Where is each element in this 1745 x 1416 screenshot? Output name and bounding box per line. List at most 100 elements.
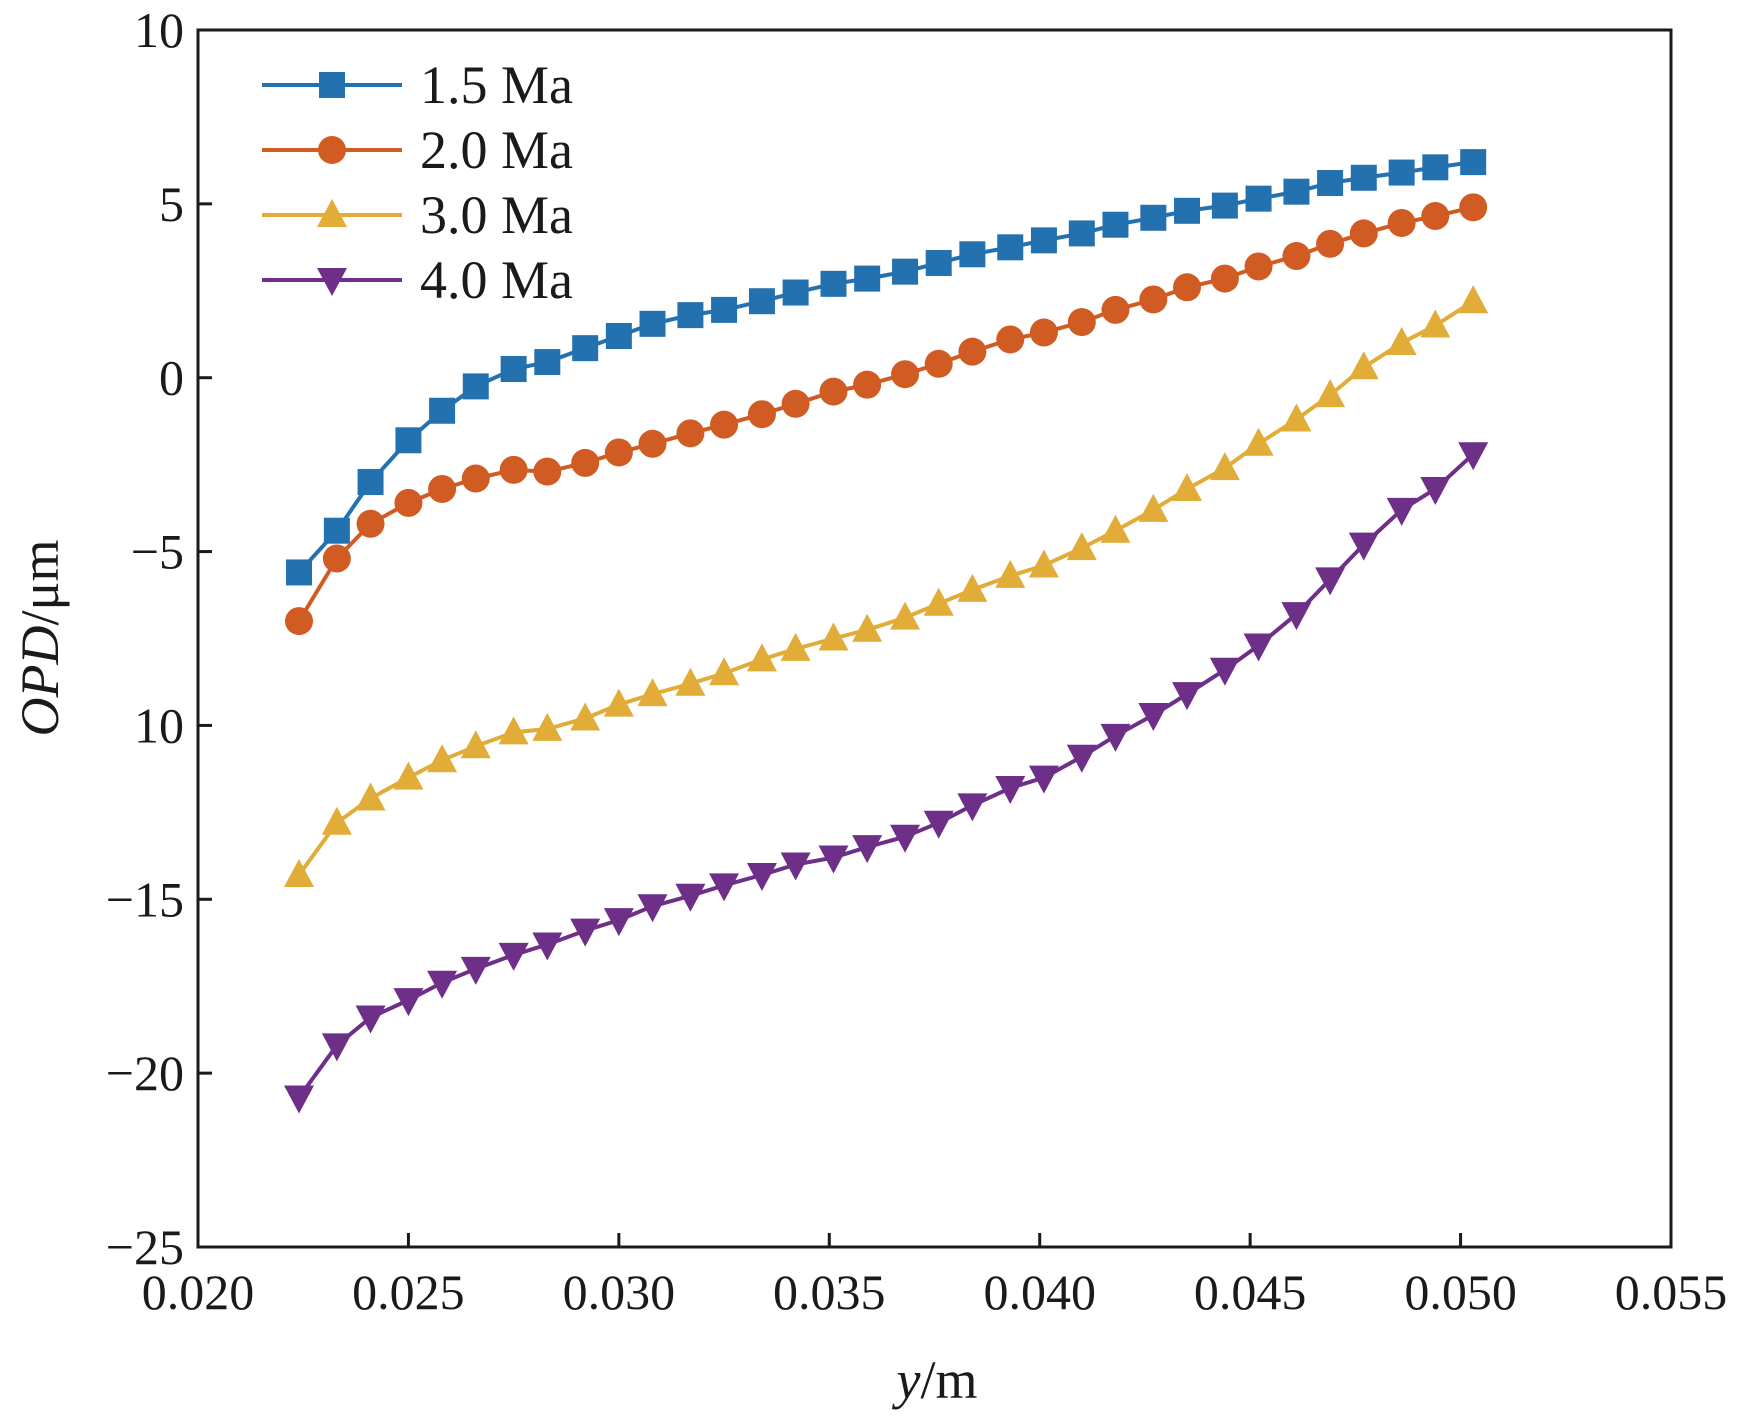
x-axis-label: y/m — [892, 1350, 978, 1410]
data-point — [820, 270, 847, 297]
data-point — [1459, 193, 1488, 222]
data-point — [639, 310, 666, 337]
legend-label: 4.0 Ma — [420, 250, 573, 310]
data-point — [748, 288, 775, 315]
legend-marker — [317, 268, 347, 296]
data-point — [891, 360, 920, 389]
data-point — [1209, 657, 1240, 686]
y-tick-label: 10 — [134, 2, 184, 58]
data-point — [852, 613, 883, 642]
data-point — [709, 873, 740, 902]
data-point — [1066, 532, 1097, 561]
data-point — [959, 241, 986, 268]
y-tick-label: −20 — [106, 1045, 184, 1101]
data-point — [1101, 295, 1130, 324]
data-point — [1348, 351, 1379, 380]
data-point — [995, 559, 1026, 588]
data-point — [1211, 192, 1238, 219]
data-point — [355, 782, 386, 811]
data-point — [605, 322, 632, 349]
data-point — [709, 657, 740, 686]
x-tick-label: 0.025 — [352, 1264, 465, 1320]
data-point — [1245, 185, 1272, 212]
data-point — [923, 810, 954, 839]
data-point — [1210, 264, 1239, 293]
data-point — [570, 702, 601, 731]
x-tick-label: 0.045 — [1194, 1264, 1307, 1320]
data-point — [1458, 285, 1489, 314]
data-point — [356, 509, 385, 538]
data-point — [819, 377, 848, 406]
data-point — [1172, 682, 1203, 711]
series-line — [297, 160, 1474, 574]
data-point — [532, 932, 563, 961]
data-point — [711, 296, 738, 323]
data-point — [637, 678, 668, 707]
data-point — [286, 559, 313, 586]
data-point — [1458, 442, 1489, 471]
data-point — [676, 419, 705, 448]
series-line — [297, 299, 1475, 877]
data-point — [996, 325, 1025, 354]
data-point — [638, 429, 667, 458]
data-point — [1102, 211, 1129, 238]
legend-marker — [317, 199, 347, 227]
data-point — [1068, 220, 1095, 247]
data-point — [1172, 472, 1203, 501]
data-point — [1028, 549, 1059, 578]
data-point — [675, 883, 706, 912]
data-point — [1067, 308, 1096, 337]
data-point — [355, 1005, 386, 1034]
legend-item: 2.0 Ma — [262, 120, 573, 180]
plot-frame — [196, 28, 1673, 1249]
x-tick-label: 0.035 — [773, 1264, 886, 1320]
series-layer — [284, 149, 1489, 1114]
data-point — [429, 397, 456, 424]
data-point — [572, 335, 599, 362]
y-tick-label: 5 — [159, 176, 184, 232]
series-3 — [284, 285, 1489, 887]
data-point — [1174, 197, 1201, 224]
data-point — [461, 464, 490, 493]
data-point — [393, 761, 424, 790]
series-line — [297, 205, 1474, 623]
data-point — [1350, 164, 1377, 191]
data-point — [322, 544, 351, 573]
x-tick-label: 0.030 — [563, 1264, 676, 1320]
x-tick-label: 0.020 — [142, 1264, 255, 1320]
data-point — [780, 632, 811, 661]
data-point — [1315, 567, 1346, 596]
data-point — [603, 688, 634, 717]
data-point — [460, 956, 491, 985]
data-point — [852, 835, 883, 864]
data-point — [427, 970, 458, 999]
data-point — [1388, 159, 1415, 186]
data-point — [853, 370, 882, 399]
data-point — [710, 410, 739, 439]
data-point — [818, 845, 849, 874]
data-point — [284, 1085, 315, 1114]
data-point — [995, 776, 1026, 805]
data-point — [571, 448, 600, 477]
data-point — [1420, 476, 1451, 505]
data-point — [498, 942, 529, 971]
x-axis: 0.020 0.025 0.030 0.035 0.040 0.045 0.050 0.055 — [142, 1233, 1727, 1320]
data-point — [498, 716, 529, 745]
y-axis-label: OPD/μm — [10, 540, 70, 737]
series-4 — [284, 442, 1489, 1114]
data-point — [924, 349, 953, 378]
data-point — [923, 587, 954, 616]
series-line — [297, 452, 1475, 1099]
data-point — [462, 373, 489, 400]
data-point — [1243, 633, 1274, 662]
data-point — [957, 573, 988, 602]
data-point — [1348, 532, 1379, 561]
legend-label: 2.0 Ma — [420, 120, 573, 180]
data-point — [460, 730, 491, 759]
data-point — [604, 438, 633, 467]
data-point — [394, 488, 423, 517]
data-point — [1281, 602, 1312, 631]
data-point — [1100, 723, 1131, 752]
series-2 — [285, 193, 1488, 636]
